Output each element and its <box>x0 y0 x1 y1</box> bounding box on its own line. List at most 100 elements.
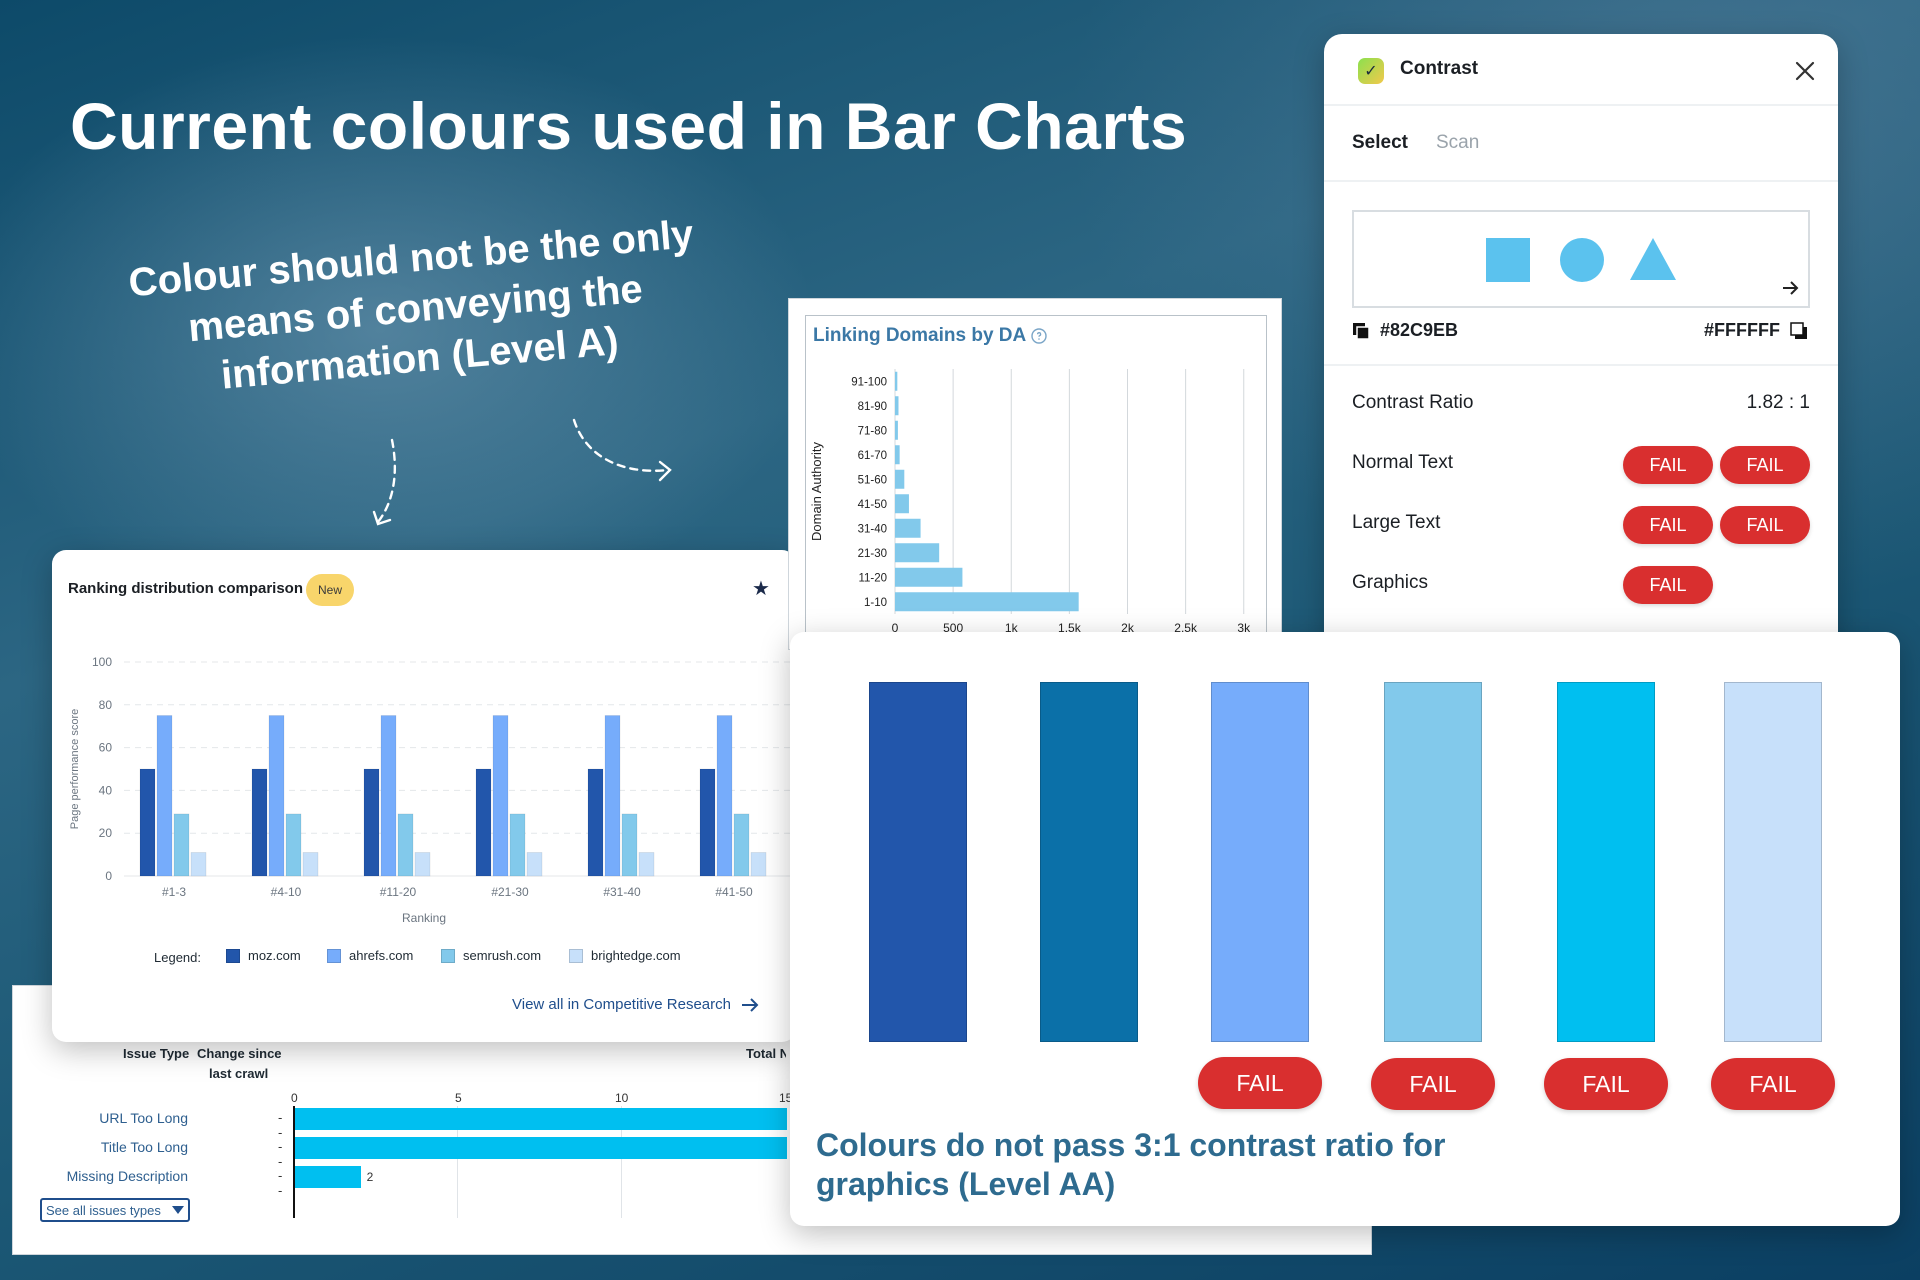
bar <box>750 852 767 877</box>
x-tick-label: 2k <box>1121 621 1135 635</box>
x-axis-title: Ranking <box>402 911 446 925</box>
bar <box>190 852 207 877</box>
x-tick-label: #1-3 <box>162 885 186 899</box>
y-tick-label: 71-80 <box>858 425 887 437</box>
bar <box>492 715 509 877</box>
x-tick-label: 1.5k <box>1058 621 1082 635</box>
issue-bar <box>295 1137 787 1159</box>
annotation-level-a: Colour should not be the only means of c… <box>126 212 696 398</box>
bar <box>895 543 940 563</box>
background-hex: #FFFFFF <box>1704 320 1780 340</box>
ranking-card-title: Ranking distribution comparison <box>68 580 304 597</box>
star-icon[interactable]: ★ <box>752 578 770 600</box>
bar <box>716 715 733 877</box>
bar <box>895 494 909 514</box>
foreground-swatch-icon <box>1353 322 1370 340</box>
help-circle-icon[interactable] <box>1031 328 1047 344</box>
bar-value-label: 2 <box>366 1170 374 1184</box>
legend-label: semrush.com <box>463 948 542 963</box>
legend-swatch <box>441 948 455 963</box>
col-change-since: Change since <box>197 1046 282 1061</box>
fail-badge: FAIL <box>1720 446 1810 484</box>
colour-swatch <box>1557 682 1655 1042</box>
arrow-right-icon[interactable] <box>1782 280 1800 296</box>
dashed-arrow-right <box>572 418 670 472</box>
bar <box>895 420 898 440</box>
grid-line <box>457 1106 458 1218</box>
annotation-level-aa: Colours do not pass 3:1 contrast ratio f… <box>816 1127 1446 1203</box>
background-swatch-icon <box>1790 321 1807 339</box>
y-tick-label: 80 <box>99 698 113 712</box>
chart-frame <box>805 315 1267 651</box>
issue-bar <box>295 1108 787 1130</box>
issue-bar <box>295 1166 361 1188</box>
fail-badge: FAIL <box>1720 506 1810 544</box>
x-tick-label: #4-10 <box>271 885 302 899</box>
y-tick-label: 51-60 <box>858 474 887 486</box>
axis-tick: 5 <box>455 1091 462 1105</box>
axis-line <box>293 1106 295 1218</box>
y-tick-label: 1-10 <box>864 597 887 609</box>
x-tick-label: 3k <box>1237 621 1251 635</box>
x-tick-label: 500 <box>943 621 963 635</box>
legend-label: moz.com <box>248 948 301 963</box>
colour-swatch <box>1724 682 1822 1042</box>
contrast-app-name: Contrast <box>1400 58 1479 79</box>
bar <box>397 813 414 877</box>
bar <box>414 852 431 877</box>
y-tick-label: 100 <box>92 655 112 669</box>
x-tick-label: #21-30 <box>491 885 529 899</box>
normal-text-label: Normal Text <box>1352 452 1454 473</box>
arrow-right-icon <box>742 997 759 1012</box>
ranking-chart: 0 20 40 60 80 100 Page performance score #1-3 #4… <box>69 655 796 925</box>
tab-select[interactable]: Select <box>1352 132 1408 153</box>
dashed-arrow-down <box>376 438 397 524</box>
competitive-research-link[interactable]: View all in Competitive Research <box>512 996 759 1013</box>
close-icon[interactable] <box>1794 60 1816 82</box>
square-shape <box>1486 238 1530 282</box>
legend-swatch <box>327 948 341 963</box>
legend-title: Legend: <box>154 950 201 965</box>
bar <box>621 813 638 877</box>
y-tick-label: 61-70 <box>858 450 887 462</box>
bar <box>895 396 899 416</box>
color-preview[interactable] <box>1352 210 1810 308</box>
fail-badge: FAIL <box>1544 1058 1668 1110</box>
bar <box>699 768 716 877</box>
tab-scan[interactable]: Scan <box>1436 132 1480 153</box>
linking-domains-title-text: Linking Domains by DA <box>813 325 1026 346</box>
legend-item-brightedge: brightedge.com <box>569 948 681 963</box>
bar <box>285 813 302 877</box>
colour-swatch <box>1040 682 1138 1042</box>
y-tick-label: 41-50 <box>858 499 887 511</box>
legend-item-semrush: semrush.com <box>441 948 541 963</box>
dropdown-label: See all issues types <box>46 1202 161 1218</box>
bar <box>251 768 268 877</box>
row-label[interactable]: Missing Description <box>66 1168 188 1184</box>
triangle-shape <box>1630 238 1676 280</box>
foreground-color[interactable]: #82C9EB <box>1352 320 1458 341</box>
graphics-label: Graphics <box>1352 572 1429 593</box>
fail-badge: FAIL <box>1711 1058 1835 1110</box>
y-tick-label: 20 <box>99 826 113 840</box>
background-color[interactable]: #FFFFFF <box>1704 320 1808 341</box>
y-tick-label: 21-30 <box>858 548 887 560</box>
colour-swatch <box>1384 682 1482 1042</box>
legend-item-moz: moz.com <box>226 948 301 963</box>
bar <box>156 715 173 877</box>
row-label[interactable]: Title Too Long <box>100 1139 188 1155</box>
linking-domains-card: Linking Domains by DA 0 500 1k 1.5k 2k 2.5k 3k… <box>788 298 1282 651</box>
row-label[interactable]: URL Too Long <box>99 1110 188 1126</box>
bar <box>604 715 621 877</box>
col-total: Total N <box>746 1046 786 1061</box>
bar <box>895 469 905 489</box>
caret-down-icon <box>172 1206 184 1214</box>
divider <box>1324 104 1838 106</box>
fail-badge: FAIL <box>1198 1057 1322 1109</box>
fail-badge: FAIL <box>1623 446 1713 484</box>
row-change: -- <box>278 1110 283 1140</box>
y-tick-label: 0 <box>105 869 112 883</box>
bar <box>895 371 898 391</box>
x-tick-label: #41-50 <box>715 885 753 899</box>
see-all-issues-dropdown[interactable]: See all issues types <box>40 1198 190 1222</box>
